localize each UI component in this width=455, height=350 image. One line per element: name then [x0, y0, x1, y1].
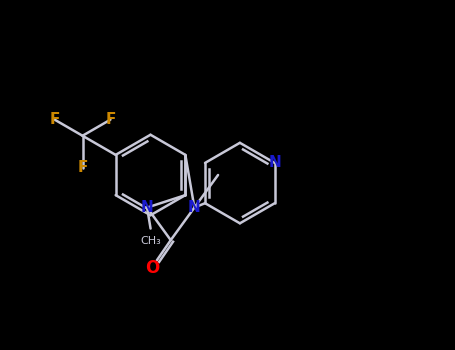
Text: F: F — [77, 160, 88, 175]
Text: N: N — [268, 155, 281, 170]
Text: N: N — [141, 200, 153, 215]
Text: N: N — [188, 200, 201, 215]
Text: F: F — [105, 112, 116, 127]
Text: F: F — [50, 112, 60, 127]
Text: O: O — [145, 259, 159, 276]
Text: CH₃: CH₃ — [140, 236, 161, 246]
